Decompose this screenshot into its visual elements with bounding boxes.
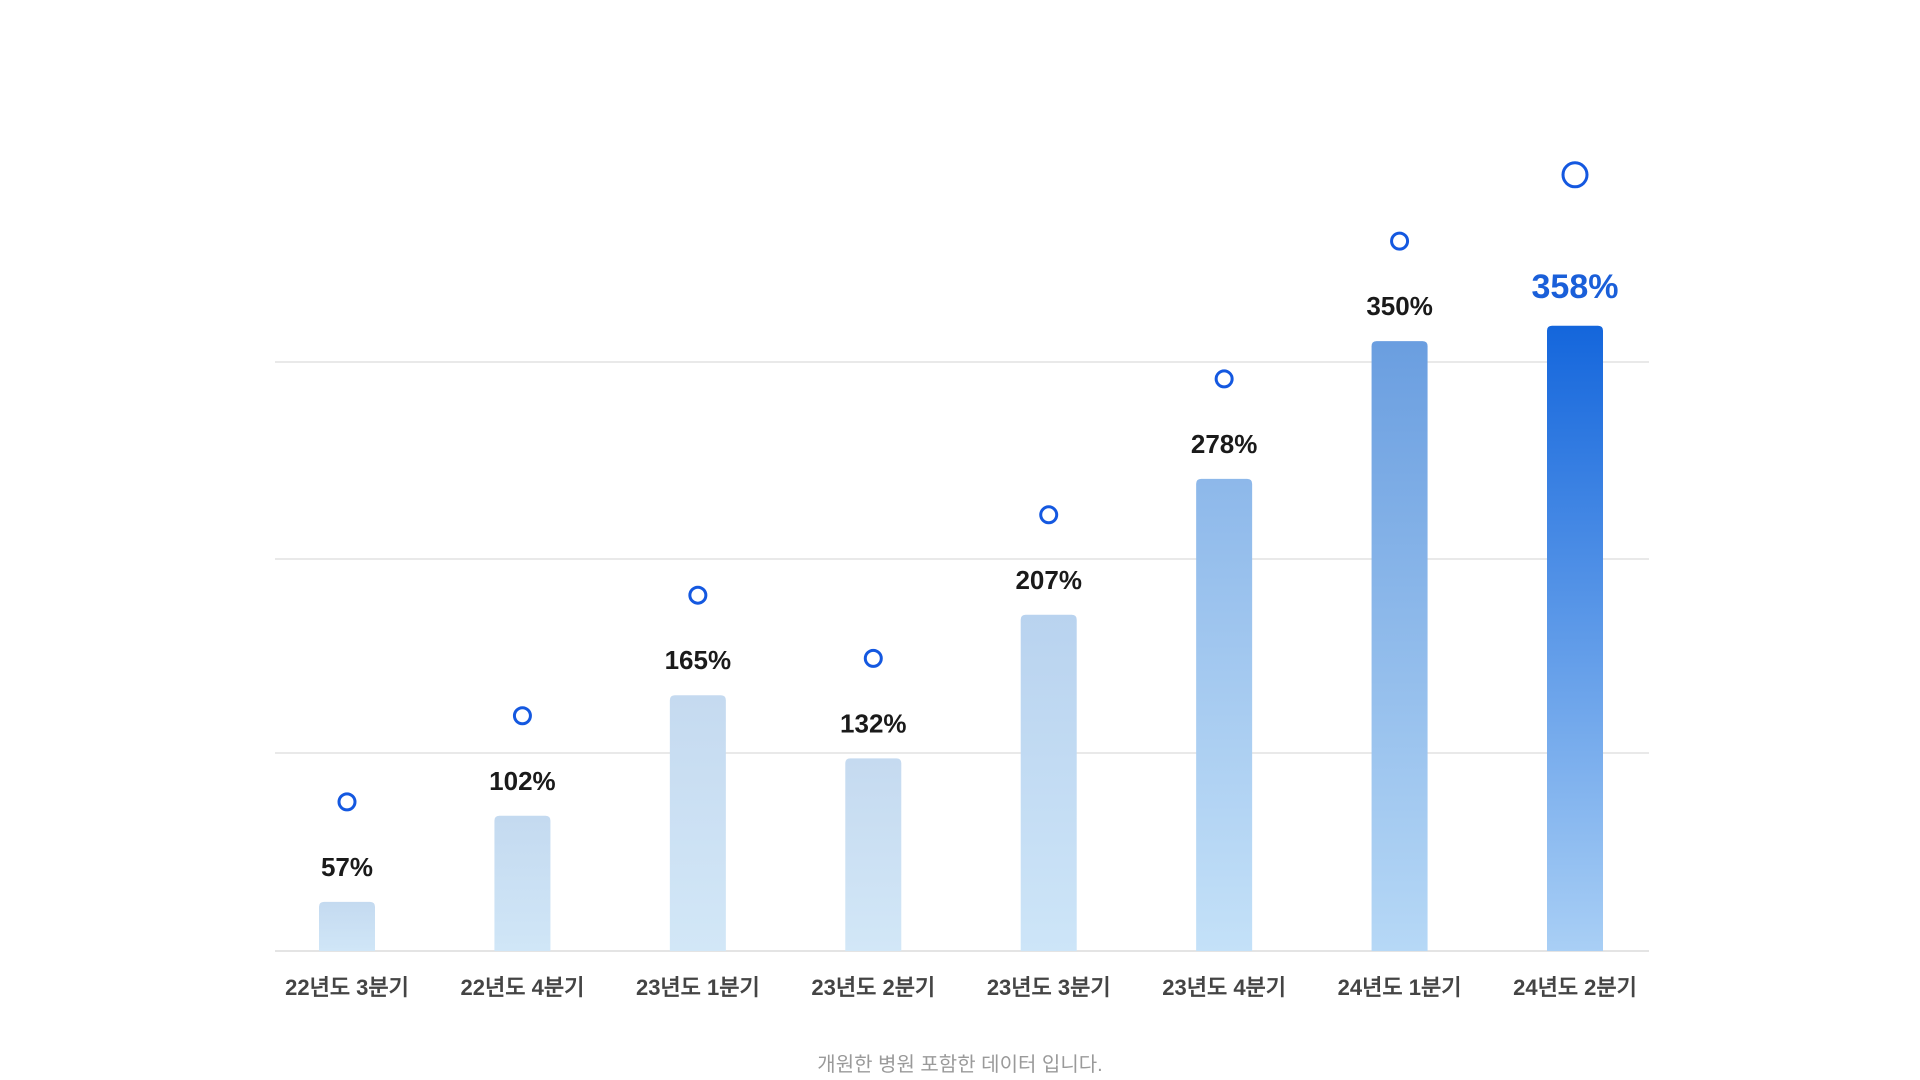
category-label: 22년도 3분기 bbox=[285, 975, 409, 1000]
value-label: 132% bbox=[840, 708, 907, 738]
category-label: 24년도 1분기 bbox=[1338, 975, 1462, 1000]
marker-circle bbox=[863, 648, 883, 668]
category-label: 24년도 2분기 bbox=[1513, 975, 1637, 1000]
category-label: 23년도 2분기 bbox=[811, 975, 935, 1000]
bar bbox=[669, 695, 726, 951]
value-label: 207% bbox=[1015, 565, 1082, 595]
bar-chart: 57% 22년도 3분기 102% 22년도 4분기 165% 23년도 1분기 132% 2… bbox=[275, 161, 1649, 1000]
category-label: 23년도 1분기 bbox=[636, 975, 760, 1000]
marker-circle bbox=[1390, 231, 1410, 251]
value-label: 102% bbox=[489, 766, 556, 796]
category-label: 23년도 4분기 bbox=[1162, 975, 1286, 1000]
bar bbox=[1547, 325, 1603, 952]
marker-circle bbox=[688, 585, 708, 605]
bar bbox=[319, 901, 375, 951]
marker-circle bbox=[1561, 161, 1589, 189]
marker-circle bbox=[1214, 369, 1234, 389]
category-label: 22년도 4분기 bbox=[461, 975, 585, 1000]
bar bbox=[1371, 341, 1428, 952]
value-label: 57% bbox=[321, 852, 373, 882]
marker-circle bbox=[337, 792, 357, 812]
value-label: 278% bbox=[1191, 429, 1258, 459]
marker-circle bbox=[1039, 505, 1059, 525]
bar bbox=[1196, 478, 1253, 951]
bar bbox=[494, 815, 551, 951]
category-label: 23년도 3분기 bbox=[987, 975, 1111, 1000]
marker-circle bbox=[512, 706, 532, 726]
bar bbox=[1020, 614, 1077, 951]
value-label: 358% bbox=[1532, 268, 1619, 306]
value-label: 350% bbox=[1366, 291, 1433, 321]
bar bbox=[845, 758, 902, 951]
footnote: 개원한 병원 포함한 데이터 입니다. bbox=[817, 1054, 1103, 1076]
value-label: 165% bbox=[665, 645, 732, 675]
